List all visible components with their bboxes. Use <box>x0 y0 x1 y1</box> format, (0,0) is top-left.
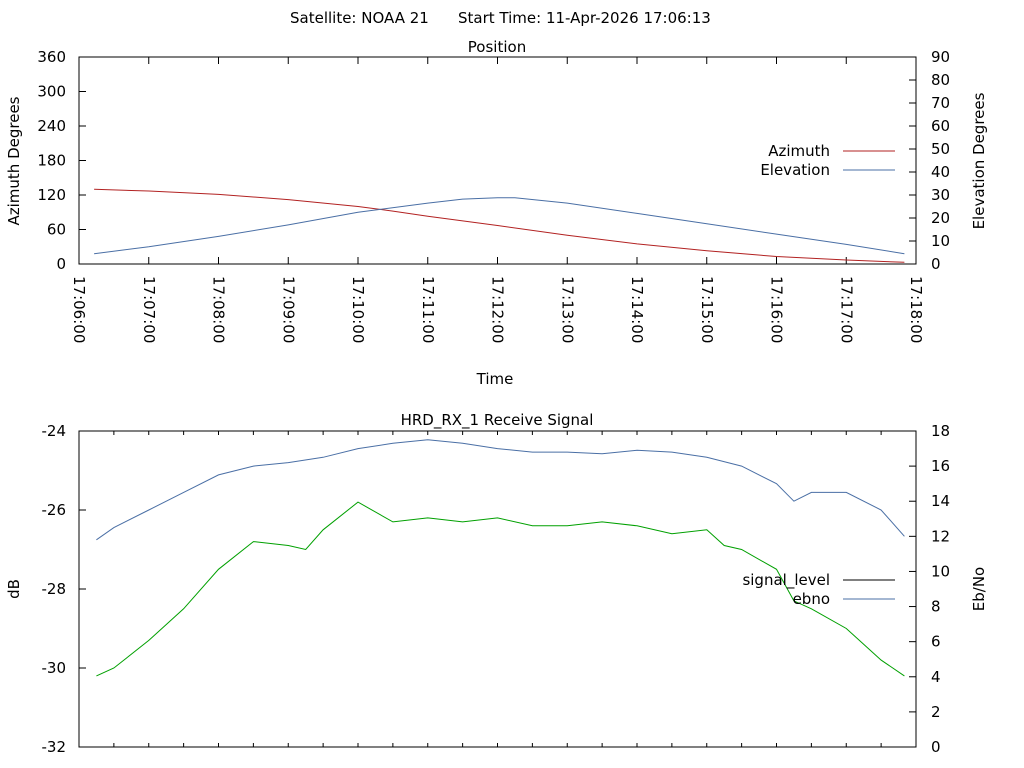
satellite-label: Satellite: NOAA 21 <box>290 9 429 27</box>
position-chart: Position 0 60 120 180 240 300 360 0 10 20 30 40 50 60… <box>5 38 988 388</box>
position-x-tick-label: 17:14:00 <box>628 276 646 343</box>
signal-chart-title: HRD_RX_1 Receive Signal <box>401 411 594 430</box>
signal-y2-tick-label: 4 <box>931 668 941 686</box>
position-y-tick-label: 60 <box>47 221 66 239</box>
legend-label-elevation: Elevation <box>760 161 830 179</box>
signal-y-tick-label: -28 <box>42 580 67 598</box>
signal-y2-tick-label: 10 <box>931 562 950 580</box>
position-x-tick-label: 17:13:00 <box>558 276 576 343</box>
signal-ticks: -32 -30 -28 -26 -24 0 2 4 6 8 10 12 14 16 18 <box>42 422 951 756</box>
signal-y2-tick-label: 8 <box>931 598 941 616</box>
signal-series-line-ebno <box>96 439 905 541</box>
position-ticks: 0 60 120 180 240 300 360 0 10 20 30 40 50 60 70 80 90 17:… <box>37 48 950 343</box>
signal-series <box>96 439 905 677</box>
position-x-tick-label: 17:15:00 <box>698 276 716 343</box>
position-x-tick-label: 17:17:00 <box>837 276 855 343</box>
signal-y2-axis-label: Eb/No <box>970 567 988 611</box>
position-y-tick-label: 180 <box>37 152 66 170</box>
legend-label-azimuth: Azimuth <box>768 142 830 160</box>
position-x-tick-label: 17:09:00 <box>279 276 297 343</box>
signal-chart: HRD_RX_1 Receive Signal -32 -30 -28 -26 -24 0… <box>5 411 988 756</box>
signal-y2-tick-label: 0 <box>931 738 941 756</box>
position-x-tick-label: 17:11:00 <box>419 276 437 343</box>
position-x-tick-label: 17:16:00 <box>768 276 786 343</box>
position-y2-tick-label: 90 <box>931 48 950 66</box>
position-y2-tick-label: 80 <box>931 71 950 89</box>
signal-y2-tick-label: 14 <box>931 492 950 510</box>
position-x-tick-label: 17:12:00 <box>489 276 507 343</box>
signal-y2-tick-label: 12 <box>931 527 950 545</box>
position-y2-tick-label: 50 <box>931 140 950 158</box>
signal-plot-frame <box>78 430 917 748</box>
position-x-tick-label: 17:18:00 <box>907 276 925 343</box>
signal-y2-tick-label: 6 <box>931 633 941 651</box>
signal-y2-tick-label: 18 <box>931 422 950 440</box>
position-x-axis-label: Time <box>476 370 514 388</box>
signal-y-axis-label: dB <box>5 579 23 599</box>
position-x-tick-label: 17:06:00 <box>70 276 88 343</box>
start-time-label: Start Time: 11-Apr-2026 17:06:13 <box>458 9 711 27</box>
signal-y2-tick-label: 2 <box>931 703 941 721</box>
signal-y2-tick-label: 16 <box>931 457 950 475</box>
position-series-line-elevation <box>94 197 905 255</box>
position-series-line-azimuth <box>94 188 905 263</box>
position-y2-tick-label: 40 <box>931 163 950 181</box>
legend-label-signal-level: signal_level <box>742 571 830 590</box>
position-x-tick-label: 17:07:00 <box>140 276 158 343</box>
position-y2-tick-label: 0 <box>931 255 941 273</box>
position-y2-tick-label: 30 <box>931 186 950 204</box>
position-chart-title: Position <box>468 38 526 56</box>
position-y-tick-label: 300 <box>37 83 66 101</box>
position-y-tick-label: 240 <box>37 117 66 135</box>
signal-y-tick-label: -32 <box>42 738 67 756</box>
signal-legend: signal_level ebno <box>742 571 895 608</box>
position-y2-axis-label: Elevation Degrees <box>970 92 988 229</box>
signal-y-tick-label: -30 <box>42 659 67 677</box>
position-x-tick-label: 17:08:00 <box>210 276 228 343</box>
position-y2-tick-label: 60 <box>931 117 950 135</box>
position-legend: Azimuth Elevation <box>760 142 895 179</box>
signal-y-tick-label: -24 <box>42 422 67 440</box>
position-y-tick-label: 120 <box>37 186 66 204</box>
position-series <box>94 188 905 263</box>
position-y2-tick-label: 10 <box>931 232 950 250</box>
position-y2-tick-label: 70 <box>931 94 950 112</box>
position-y2-tick-label: 20 <box>931 209 950 227</box>
position-y-axis-label: Azimuth Degrees <box>5 96 23 225</box>
signal-series-line-series-2 <box>96 501 905 677</box>
position-y-tick-label: 360 <box>37 48 66 66</box>
position-x-tick-label: 17:10:00 <box>349 276 367 343</box>
position-y-tick-label: 0 <box>56 255 66 273</box>
legend-label-ebno: ebno <box>793 590 830 608</box>
signal-y-tick-label: -26 <box>42 501 67 519</box>
